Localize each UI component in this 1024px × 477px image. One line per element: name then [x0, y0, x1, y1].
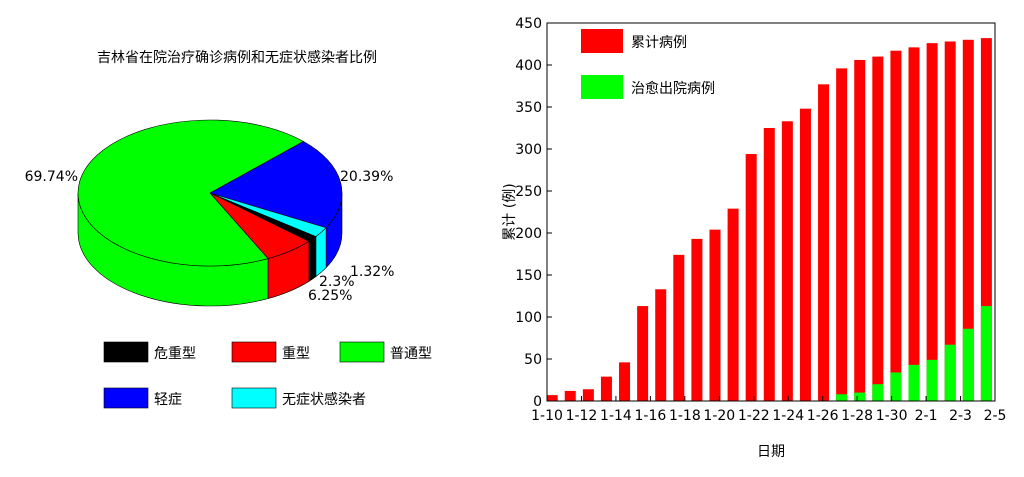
- legend-swatch: [103, 387, 149, 409]
- plot-frame: [546, 22, 996, 402]
- legend-swatch: [581, 75, 623, 99]
- y-axis-label: 累计 (例): [502, 183, 518, 240]
- y-tick-label: 300: [515, 142, 542, 158]
- y-tick-label: 150: [515, 268, 542, 284]
- x-tick-label: 1-30: [876, 408, 908, 424]
- data-label: 6.25%: [308, 288, 352, 304]
- legend-label: 无症状感染者: [282, 391, 366, 408]
- data-label: 1.32%: [350, 264, 394, 280]
- x-tick-label: 2-1: [915, 408, 938, 424]
- bar: [673, 254, 685, 401]
- x-tick-label: 2-3: [949, 408, 972, 424]
- bar: [745, 154, 757, 401]
- bar: [600, 376, 612, 401]
- bar: [980, 306, 992, 401]
- y-tick-label: 350: [515, 100, 542, 116]
- bar: [836, 394, 848, 401]
- bar: [582, 389, 594, 401]
- bar: [799, 108, 811, 402]
- bar: [637, 306, 649, 401]
- data-label: 20.39%: [340, 169, 393, 185]
- pie-slice: [209, 141, 343, 229]
- x-tick-label: 1-28: [841, 408, 873, 424]
- pie-slice: [77, 119, 304, 267]
- legend-label: 普通型: [390, 346, 432, 362]
- bar: [763, 128, 775, 401]
- bar: [926, 43, 938, 401]
- bar: [908, 47, 920, 402]
- x-tick-label: 2-5: [984, 408, 1007, 424]
- y-tick-label: 0: [533, 394, 542, 410]
- bar: [854, 392, 866, 401]
- bar: [818, 84, 830, 401]
- bar: [944, 344, 956, 401]
- legend-label: 危重型: [154, 346, 196, 362]
- bar: [908, 364, 920, 401]
- x-tick-label: 1-26: [807, 408, 839, 424]
- bar: [962, 328, 974, 401]
- pie-side: [308, 236, 317, 282]
- y-tick-label: 250: [515, 184, 542, 200]
- bar: [872, 384, 884, 401]
- bar: [546, 395, 558, 401]
- legend-swatch: [581, 29, 623, 53]
- legend-swatch: [103, 341, 149, 363]
- y-tick-label: 50: [524, 352, 542, 368]
- y-tick-label: 100: [515, 310, 542, 326]
- bar: [962, 39, 974, 402]
- bar: [709, 229, 721, 401]
- x-tick-label: 1-24: [772, 408, 804, 424]
- y-tick-label: 450: [515, 16, 542, 32]
- bar: [836, 68, 848, 402]
- legend-swatch: [231, 387, 277, 409]
- x-axis-label: 日期: [757, 444, 785, 460]
- bar: [980, 38, 992, 402]
- bar: [619, 362, 631, 401]
- bar: [727, 208, 739, 401]
- bar: [691, 238, 703, 401]
- legend-label: 治愈出院病例: [631, 81, 715, 97]
- data-label: 2.3%: [319, 274, 355, 290]
- bar: [655, 289, 667, 401]
- bar: [564, 390, 576, 401]
- y-tick-label: 400: [515, 58, 542, 74]
- bar: [926, 359, 938, 401]
- x-tick-label: 1-10: [531, 408, 563, 424]
- legend-label: 累计病例: [631, 35, 687, 51]
- x-tick-label: 1-20: [703, 408, 735, 424]
- bar: [890, 50, 902, 401]
- y-tick-label: 200: [515, 226, 542, 242]
- bar: [944, 41, 956, 401]
- bar: [890, 372, 902, 401]
- x-tick-label: 1-22: [738, 408, 770, 424]
- x-tick-label: 1-18: [669, 408, 701, 424]
- bar: [854, 59, 866, 402]
- legend-label: 轻症: [154, 392, 182, 408]
- legend-label: 重型: [282, 346, 310, 362]
- x-tick-label: 1-16: [634, 408, 666, 424]
- legend-swatch: [231, 341, 277, 363]
- legend-swatch: [339, 341, 385, 363]
- x-tick-label: 1-12: [566, 408, 598, 424]
- chart-title: 吉林省在院治疗确诊病例和无症状感染者比例: [97, 49, 377, 66]
- bar: [872, 56, 884, 401]
- data-label: 69.74%: [25, 169, 78, 185]
- x-tick-label: 1-14: [600, 408, 632, 424]
- bar: [781, 121, 793, 401]
